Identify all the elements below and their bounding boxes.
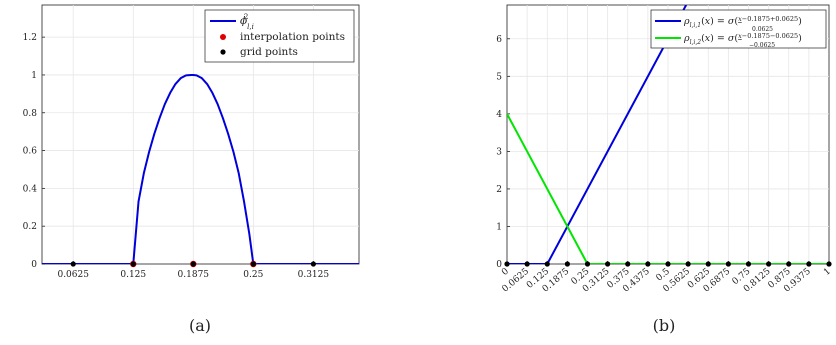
y-tick-label-b: 5 (496, 72, 502, 82)
grid-point-b (806, 261, 812, 267)
x-tick-label-a: 0.1875 (178, 270, 210, 280)
legend-b-rho2-label: ρl,i,2(x) = σ(x−0.1875−0.0625) (683, 32, 802, 46)
y-tick-label-a: 1 (31, 71, 37, 81)
legend-a-grid-swatch (220, 49, 226, 55)
legend-b-rho1-denominator: 0.0625 (752, 26, 773, 33)
legend-a-box (204, 9, 355, 63)
series-line-a (42, 73, 359, 264)
grid-point-b (605, 261, 611, 267)
x-tick-label-a: 0.125 (120, 270, 146, 280)
legend-b-box (650, 9, 827, 49)
grid-point-b (766, 261, 772, 267)
grid-point-b (504, 261, 510, 267)
grid-point-b (665, 261, 671, 267)
grid-point-a (310, 261, 316, 267)
grid-point-b (745, 261, 752, 267)
y-tick-label-a: 0.6 (23, 147, 38, 157)
series-line-b (507, 5, 688, 264)
y-tick-label-a: 0.2 (23, 222, 37, 232)
caption-a: (a) (189, 316, 211, 335)
y-tick-label-b: 2 (496, 185, 502, 195)
legend-a-grid-label: grid points (240, 46, 298, 58)
chart-panel-a: 0.0625 0.125 0.1875 0.25 0.3125 0 0.2 0.4 0.6 0.8… (23, 4, 360, 335)
x-tick-label-b: 0 (500, 266, 511, 278)
y-tick-label-a: 0 (31, 260, 37, 270)
y-tick-label-b: 1 (496, 222, 502, 232)
x-tick-label-b: 1 (822, 267, 833, 278)
grid-point-a (190, 261, 196, 267)
grid-point-b (826, 261, 832, 267)
y-tick-label-b: 0 (496, 260, 502, 270)
y-tick-label-a: 0.8 (23, 109, 38, 119)
legend-a: ϕl,i2 interpolation points grid points (204, 9, 355, 63)
legend-a-interp-label: interpolation points (240, 31, 345, 43)
grid-point-b (725, 261, 731, 267)
caption-b: (b) (653, 316, 676, 335)
grid-point-b (645, 261, 651, 267)
grid-point-b (524, 261, 530, 267)
y-tick-label-a: 0.4 (23, 184, 38, 194)
grid-point-b (685, 261, 691, 267)
grid-point-a (130, 261, 136, 267)
grid-point-a (70, 261, 76, 267)
x-tick-label-a: 0.0625 (57, 270, 89, 280)
y-tick-label-a: 1.2 (23, 33, 37, 43)
legend-a-phi-label: ϕl,i2 (240, 13, 254, 31)
y-tick-label-b: 3 (496, 147, 502, 157)
grid-point-b (584, 261, 591, 267)
series-line-b (507, 113, 829, 264)
legend-b-rho1-label: ρl,i,1(x) = σ(x−0.1875+0.0625) (683, 15, 802, 29)
grid-point-b (625, 261, 631, 267)
grid-point-a (250, 261, 256, 267)
legend-a-interp-swatch (220, 34, 226, 40)
series-b (504, 5, 832, 267)
x-tick-label-a: 0.3125 (298, 270, 330, 280)
grid-point-b (564, 261, 570, 267)
grid-point-b (786, 261, 792, 267)
y-tick-label-b: 4 (496, 110, 502, 120)
legend-b: ρl,i,1(x) = σ(x−0.1875+0.0625) 0.0625 ρl… (650, 9, 827, 49)
legend-b-rho2-denominator: −0.0625 (749, 42, 775, 49)
y-tick-label-b: 6 (496, 35, 502, 45)
grid-point-b (705, 261, 711, 267)
grid-point-b (544, 261, 550, 267)
series-a (42, 73, 359, 268)
x-tick-label-a: 0.25 (243, 270, 263, 280)
grid-a (42, 5, 359, 264)
